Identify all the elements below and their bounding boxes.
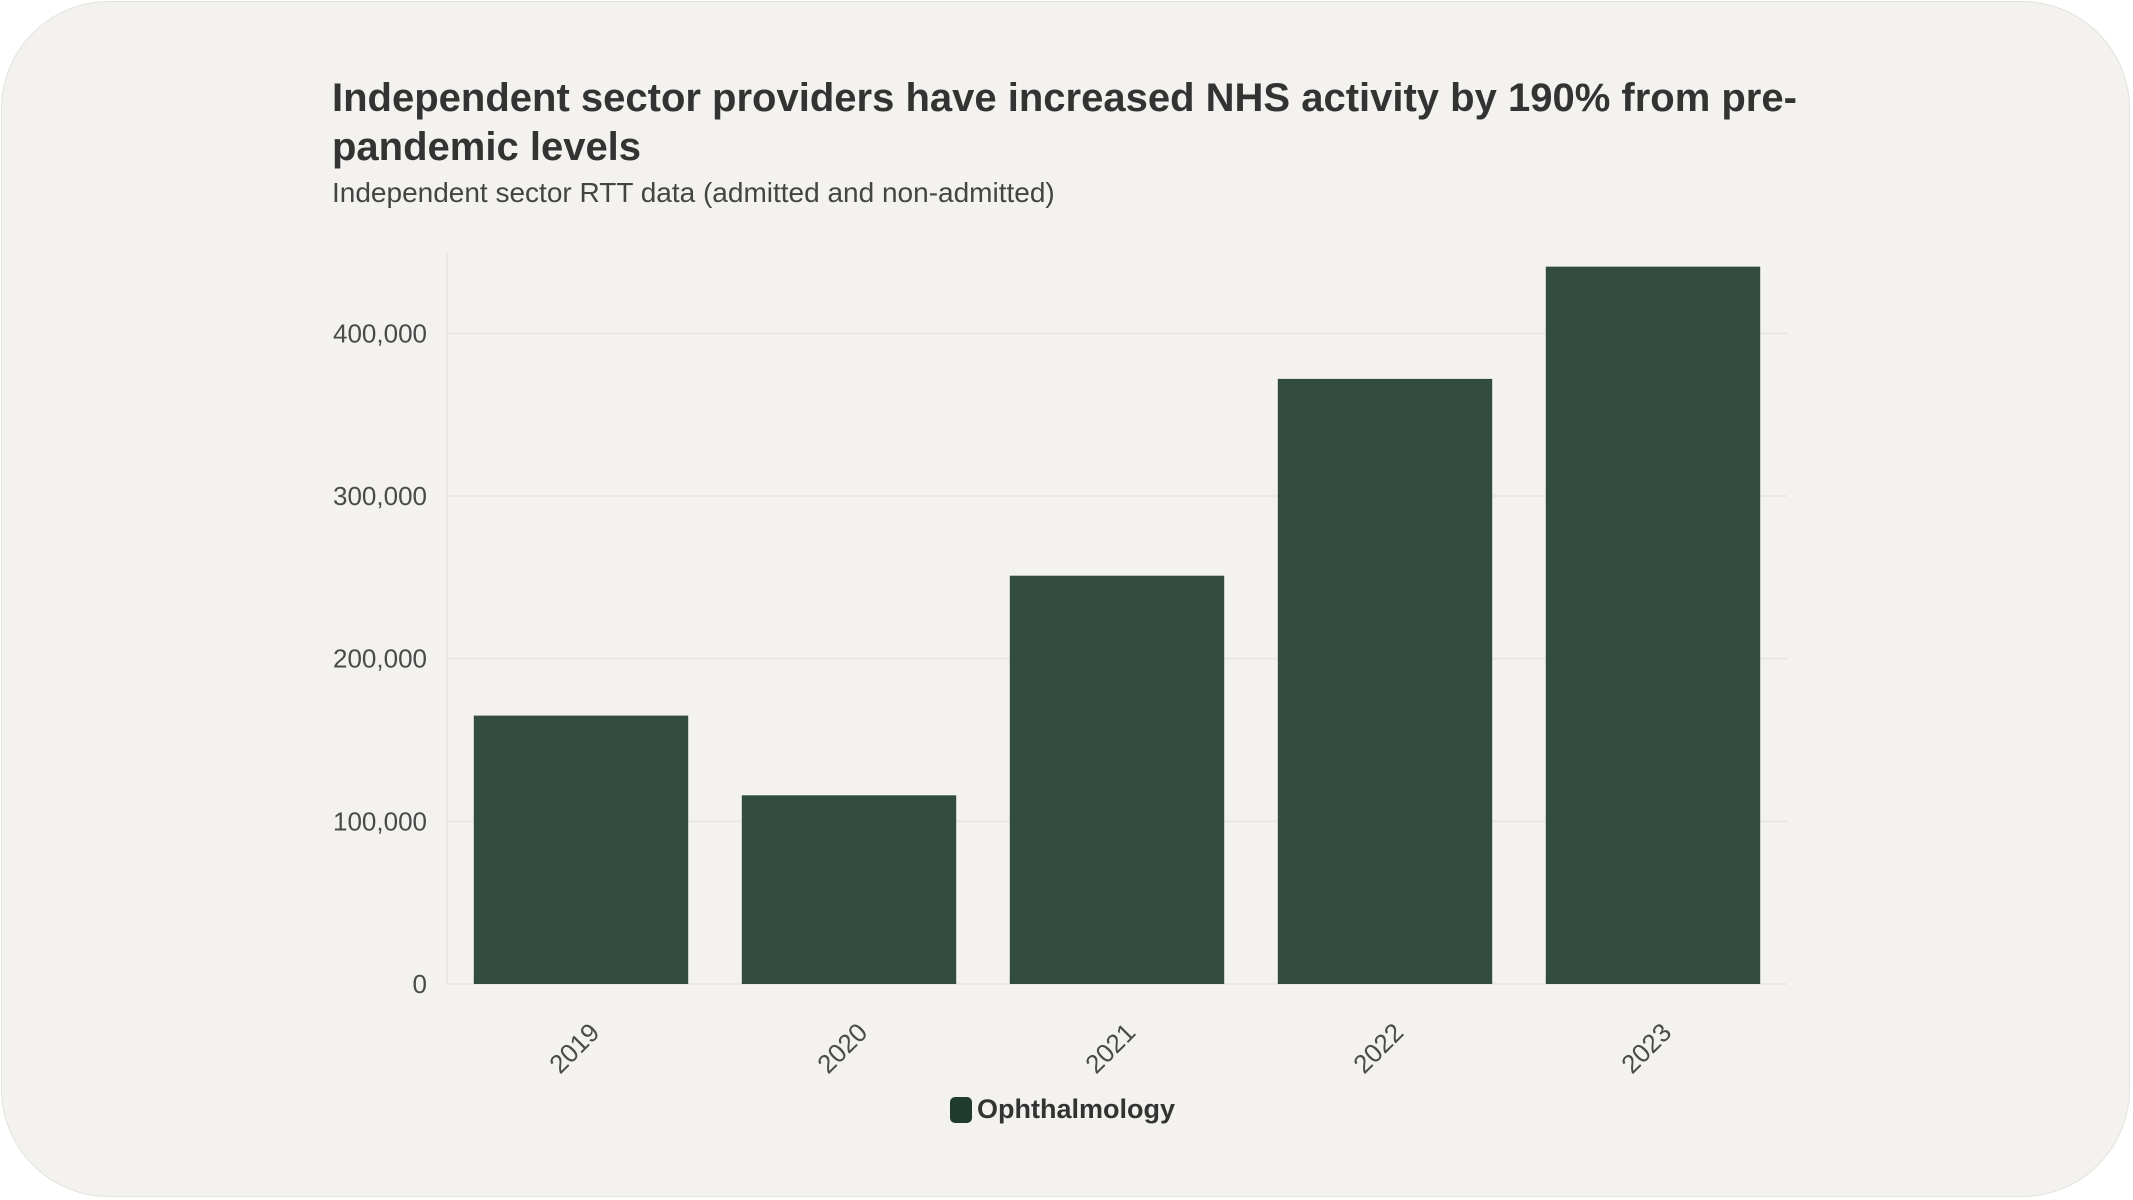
legend-label-ophthalmology: Ophthalmology xyxy=(977,1094,1175,1124)
y-tick-label: 100,000 xyxy=(333,806,427,836)
y-tick-label: 400,000 xyxy=(333,318,427,348)
y-tick-label: 300,000 xyxy=(333,481,427,511)
x-tick-label: 2019 xyxy=(543,1017,605,1079)
bar-2022 xyxy=(1277,378,1493,984)
bar-2023 xyxy=(1545,266,1761,984)
x-tick-label: 2022 xyxy=(1347,1017,1409,1079)
y-tick-label: 0 xyxy=(413,969,427,999)
legend-swatch-ophthalmology xyxy=(950,1096,972,1123)
chart-subtitle: Independent sector RTT data (admitted an… xyxy=(332,177,1055,208)
x-tick-label: 2020 xyxy=(811,1017,873,1079)
x-tick-label: 2021 xyxy=(1079,1017,1141,1079)
y-axis-ticks: 0 100,000 200,000 300,000 400,000 xyxy=(333,318,427,999)
bar-2019 xyxy=(473,715,689,984)
chart-title: Independent sector providers have increa… xyxy=(332,76,1797,169)
y-tick-label: 200,000 xyxy=(333,644,427,674)
bar-2020 xyxy=(741,795,957,984)
x-tick-label: 2023 xyxy=(1615,1017,1677,1079)
bar-2021 xyxy=(1009,575,1225,984)
x-axis-ticks: 2019 2020 2021 2022 2023 xyxy=(543,1017,1677,1079)
bars xyxy=(473,266,1761,984)
legend: Ophthalmology xyxy=(950,1094,1175,1125)
